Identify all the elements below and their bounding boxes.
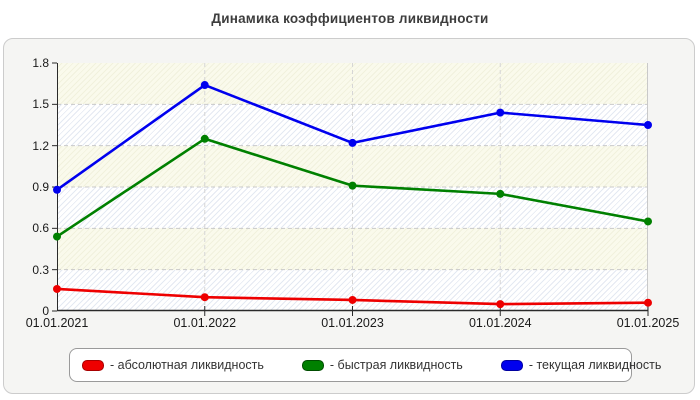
y-axis-tick-label: 0 [42, 304, 49, 318]
data-point-absolute-liquidity [348, 295, 357, 304]
x-axis-tick-label: 01.01.2024 [468, 316, 532, 330]
chart-panel: 0 0.3 0.6 0.9 1.2 1.5 1.8 01.01.2021 01.01.2022… [3, 38, 695, 394]
data-point-quick-liquidity [644, 217, 652, 226]
data-point-absolute-liquidity [496, 300, 505, 309]
y-axis-tick-label: 0.9 [32, 180, 49, 194]
plot-band [57, 145, 648, 187]
plot-band [57, 104, 648, 146]
data-point-quick-liquidity [348, 181, 357, 190]
data-point-quick-liquidity [200, 134, 209, 143]
legend-item-absolute-liquidity: - абсолютная ликвидность [82, 358, 264, 372]
y-axis-tick-label: 0.3 [32, 262, 49, 277]
y-axis-tick-label: 1.2 [32, 138, 49, 153]
data-point-absolute-liquidity [200, 293, 209, 302]
data-point-absolute-liquidity [644, 298, 652, 307]
legend-item-current-liquidity: - текущая ликвидность [500, 358, 662, 372]
x-axis-tick-label: 01.01.2021 [25, 316, 89, 330]
legend-item-quick-liquidity: - быстрая ликвидность [301, 358, 463, 372]
y-axis-tick-label: 1.8 [32, 56, 49, 70]
data-point-current-liquidity [348, 138, 357, 147]
legend-swatch-current-liquidity [500, 359, 523, 371]
legend-swatch-quick-liquidity [301, 359, 324, 371]
chart-title: Динамика коэффициентов ликвидности [211, 11, 489, 26]
y-axis-tick-label: 1.5 [32, 97, 49, 112]
plot-band [57, 63, 648, 105]
legend-swatch-absolute-liquidity [82, 359, 104, 371]
data-point-quick-liquidity [496, 189, 505, 198]
legend-label: - текущая ликвидность [528, 358, 662, 372]
x-axis-tick-label: 01.01.2023 [321, 316, 384, 330]
data-point-current-liquidity [200, 81, 209, 90]
x-axis-tick-label: 01.01.2025 [616, 316, 680, 330]
x-axis-tick-label: 01.01.2022 [173, 316, 237, 330]
legend-label: - абсолютная ликвидность [110, 358, 264, 372]
chart-legend: - абсолютная ликвидность - быстрая ликвид… [69, 348, 661, 382]
data-point-absolute-liquidity [53, 284, 61, 293]
plot-band [57, 186, 648, 229]
data-point-current-liquidity [53, 185, 61, 194]
data-point-quick-liquidity [53, 232, 61, 241]
data-point-current-liquidity [644, 121, 652, 129]
chart-canvas [52, 62, 652, 316]
legend-label: - быстрая ликвидность [329, 358, 463, 372]
data-point-current-liquidity [496, 108, 505, 117]
plot-area [52, 62, 652, 316]
y-axis-tick-label: 0.6 [32, 221, 49, 236]
